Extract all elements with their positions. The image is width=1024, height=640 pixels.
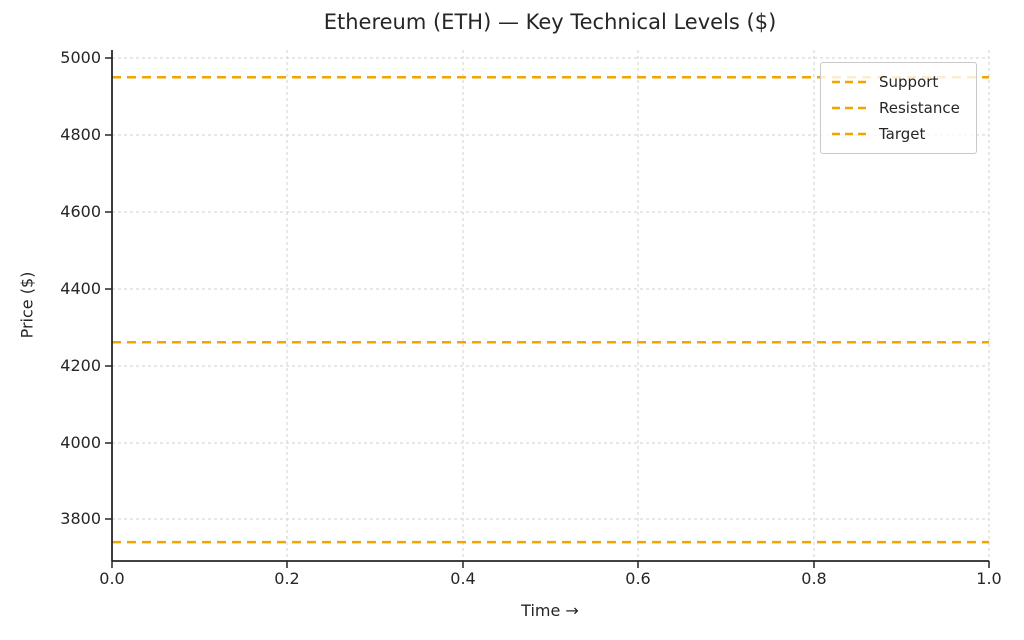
x-tick-label: 1.0: [976, 569, 1002, 588]
y-tick-label: 4000: [60, 433, 101, 452]
gridlines: [111, 50, 990, 561]
legend-item-support: Support: [831, 69, 968, 95]
legend-dashed-line-icon: [832, 106, 868, 110]
x-tick-label: 0.8: [801, 569, 827, 588]
legend-dashed-line-icon: [832, 80, 868, 84]
x-axis-label: Time →: [521, 601, 579, 620]
y-tick-label: 4200: [60, 356, 101, 375]
price-level-lines: [112, 75, 989, 544]
legend-label: Support: [879, 73, 939, 91]
legend-item-target: Target: [831, 121, 968, 147]
y-tick-label: 3800: [60, 509, 101, 528]
legend: Support Resistance Target: [820, 62, 977, 154]
legend-label: Target: [879, 125, 926, 143]
chart-title: Ethereum (ETH) — Key Technical Levels ($…: [323, 10, 777, 34]
legend-dashed-line-icon: [832, 132, 868, 136]
y-tick-label: 4400: [60, 279, 101, 298]
y-axis-label: Price ($): [17, 271, 37, 339]
x-tick-label: 0.4: [450, 569, 476, 588]
y-tick-label: 4800: [60, 125, 101, 144]
y-tick-label: 5000: [60, 48, 101, 67]
x-tick-label: 0.2: [274, 569, 300, 588]
x-tick-label: 0.0: [99, 569, 125, 588]
tick-marks: [105, 57, 990, 568]
legend-label: Resistance: [879, 99, 960, 117]
x-tick-label: 0.6: [625, 569, 651, 588]
legend-item-resistance: Resistance: [831, 95, 968, 121]
y-tick-label: 4600: [60, 202, 101, 221]
